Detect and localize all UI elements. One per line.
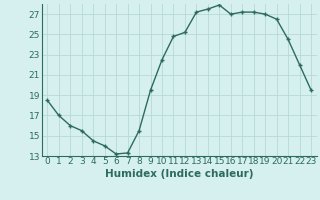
X-axis label: Humidex (Indice chaleur): Humidex (Indice chaleur) xyxy=(105,169,253,179)
